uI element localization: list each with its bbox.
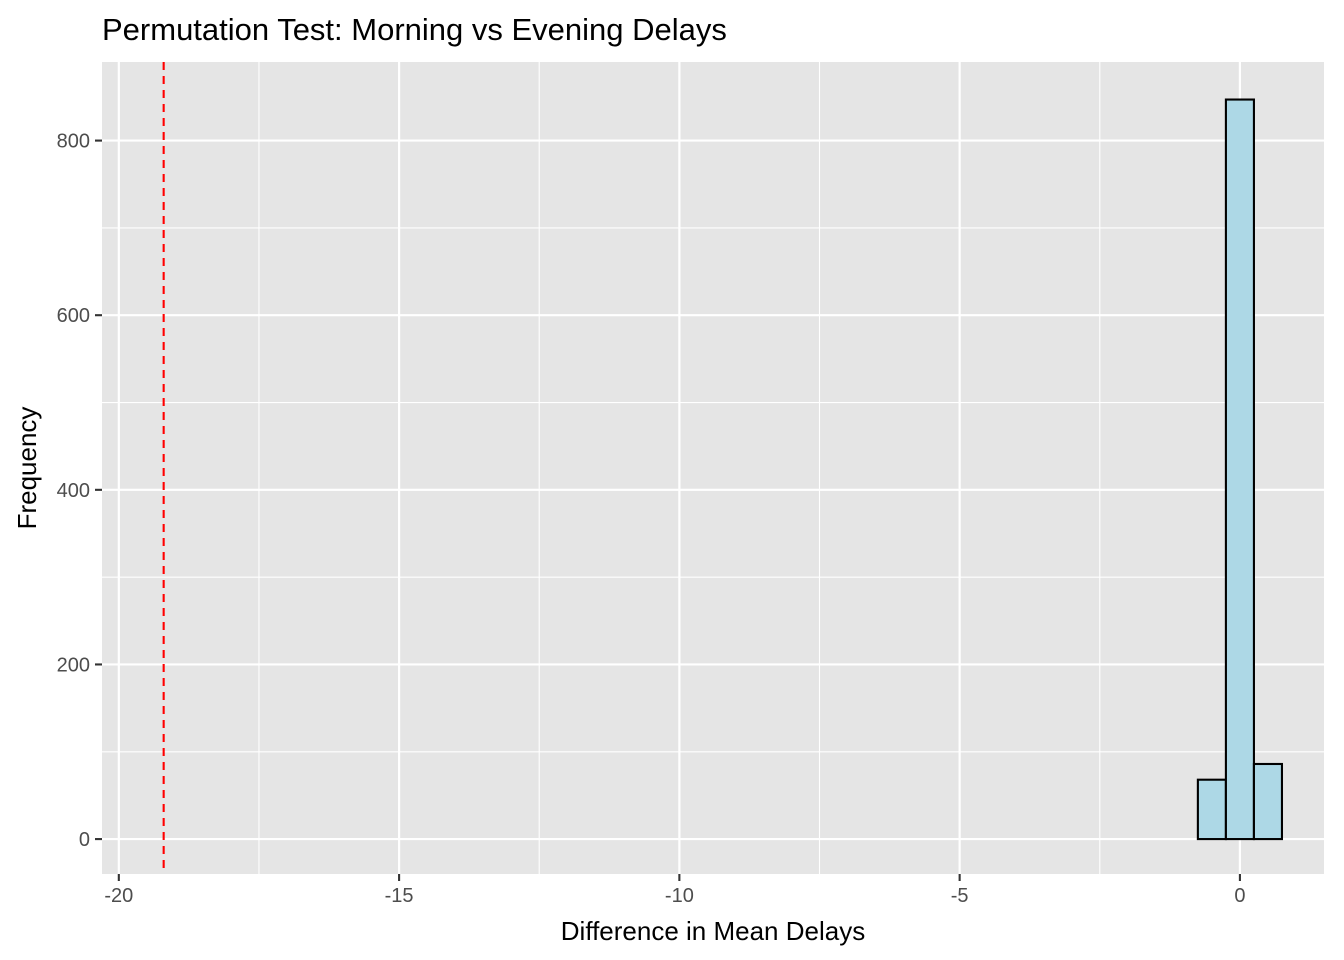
histogram-bars [1196,98,1284,841]
y-axis-ticks: 0 200 400 600 800 [57,131,102,851]
histogram-bar [1224,98,1255,841]
y-tick-label: 800 [57,131,90,153]
histogram-bar [1196,778,1227,841]
y-axis-title: Frequency [12,407,42,530]
y-tick-label: 400 [57,480,90,502]
minor-gridlines [102,62,1324,874]
y-tick-label: 0 [79,829,90,851]
x-tick-label: -20 [104,885,133,907]
plot-panel [102,62,1324,874]
major-gridlines [102,62,1324,874]
x-tick-label: -5 [951,885,969,907]
histogram-bar [1252,762,1284,841]
x-tick-label: 0 [1234,885,1245,907]
x-axis-title: Difference in Mean Delays [561,916,865,946]
x-axis-ticks: -20 -15 -10 -5 0 [104,874,1245,907]
x-tick-label: -15 [385,885,414,907]
x-tick-label: -10 [665,885,694,907]
y-tick-label: 200 [57,654,90,676]
y-tick-label: 600 [57,305,90,327]
chart-title: Permutation Test: Morning vs Evening Del… [102,12,727,47]
